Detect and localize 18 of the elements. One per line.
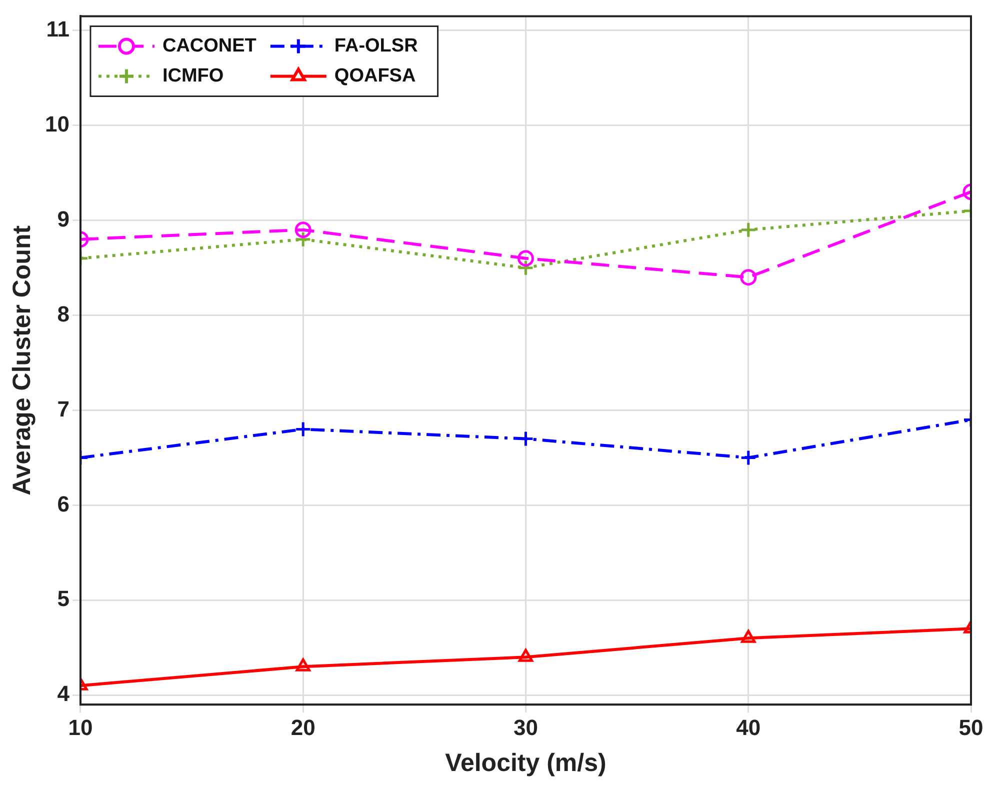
legend-label: FA-OLSR [334,35,418,56]
y-axis-title: Average Cluster Count [8,224,36,496]
y-tick-label: 5 [57,586,70,612]
y-tick-label: 7 [57,396,70,422]
x-tick-label: 20 [290,714,316,740]
y-tick-label: 9 [57,206,70,232]
legend-label: ICMFO [162,65,224,86]
y-tick-label: 10 [44,111,70,136]
y-tick-label: 8 [57,301,70,326]
x-tick-label: 40 [736,714,761,740]
legend-label: CACONET [162,35,257,56]
legend-label: QOAFSA [334,65,416,86]
y-tick-label: 11 [46,16,70,42]
x-tick-label: 30 [513,714,538,740]
x-tick-label: 50 [958,714,984,740]
y-tick-label: 4 [57,681,70,706]
x-axis-title: Velocity (m/s) [445,748,606,777]
y-tick-label: 6 [57,491,70,516]
